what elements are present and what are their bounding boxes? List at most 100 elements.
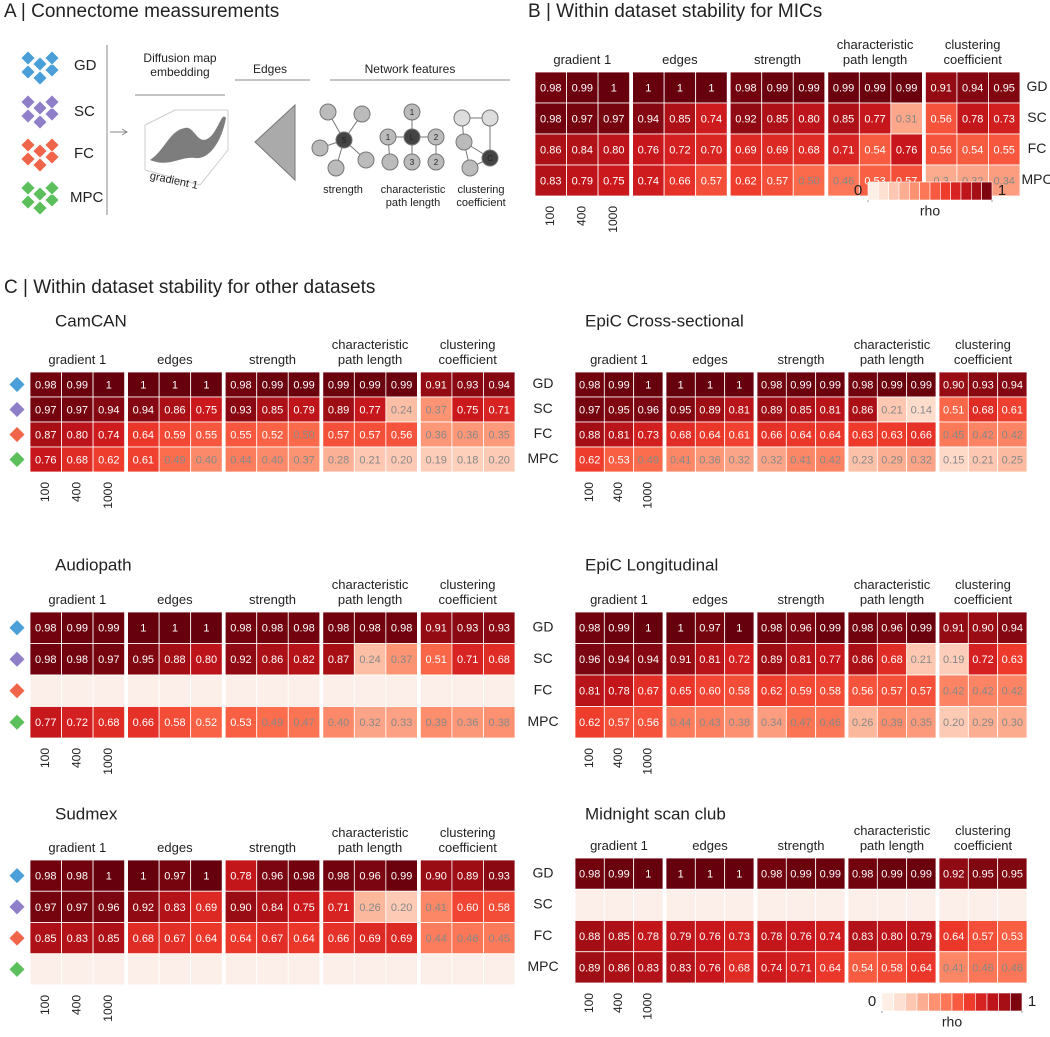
- cell-label: 0.93: [457, 623, 478, 635]
- missing-cell: [756, 888, 787, 921]
- missing-cell: [419, 953, 453, 986]
- cell-label: 0.32: [359, 717, 380, 729]
- cell-label: 0.67: [638, 686, 659, 698]
- cell-label: 0.76: [896, 144, 917, 156]
- row-label: GD: [1027, 78, 1048, 94]
- cell-label: 0.99: [328, 379, 349, 391]
- cell-label: 0.86: [852, 654, 873, 666]
- cell-label: 0.86: [262, 654, 283, 666]
- missing-cell: [483, 953, 516, 986]
- chart-title: EpiC Longitudinal: [585, 555, 718, 574]
- cell-label: 0.78: [761, 931, 782, 943]
- cell-label: 1: [645, 82, 651, 94]
- missing-cell: [353, 674, 387, 707]
- column-tick-label: 1000: [101, 748, 115, 775]
- cell-label: 0.35: [489, 429, 510, 441]
- missing-cell: [876, 888, 908, 921]
- modality-label: FC: [74, 145, 94, 162]
- cell-label: 0.65: [670, 686, 691, 698]
- heatmap-cell: [224, 611, 258, 644]
- cell-label: 0.74: [638, 175, 659, 187]
- heatmap-cell: [756, 611, 787, 644]
- heatmap-cell: [858, 133, 892, 166]
- missing-cell: [633, 888, 664, 921]
- colorbar-step: [878, 181, 889, 201]
- heatmap-cell: [695, 133, 728, 166]
- heatmap-cell: [353, 421, 387, 448]
- heatmap-cell: [61, 643, 94, 676]
- heatmap-cell: [29, 706, 62, 739]
- cell-label: 0.56: [391, 429, 412, 441]
- missing-cell: [451, 953, 484, 986]
- cell-label: 0.99: [391, 871, 412, 883]
- cell-label: 1: [678, 623, 684, 635]
- cell-label: 0.60: [699, 686, 720, 698]
- row-icon: [8, 426, 26, 443]
- cell-label: 0.88: [579, 429, 600, 441]
- cell-label: 1: [611, 82, 617, 94]
- heatmap-cell: [287, 371, 321, 398]
- cell-label: 0.98: [391, 623, 412, 635]
- heatmap-cell: [925, 133, 958, 166]
- colorbar-step: [975, 992, 988, 1012]
- colorbar-step: [929, 181, 941, 201]
- cell-label: 0.38: [729, 717, 750, 729]
- cell-label: 1: [203, 623, 209, 635]
- missing-cell: [287, 953, 321, 986]
- cell-label: 0.89: [579, 962, 600, 974]
- cell-label: 0.42: [1002, 429, 1023, 441]
- heatmap-cell: [419, 421, 453, 448]
- modality-icons: [20, 50, 60, 216]
- heatmap-cell: [967, 643, 999, 676]
- heatmap-cell: [451, 611, 484, 644]
- missing-cell: [906, 888, 937, 921]
- node-label: 3: [410, 158, 415, 167]
- heatmap-cell: [938, 396, 969, 423]
- cell-label: 0.98: [230, 623, 251, 635]
- cell-label: 0.18: [457, 454, 478, 466]
- cell-label: 0.99: [572, 82, 593, 94]
- cell-label: 0.57: [701, 175, 722, 187]
- heatmap-cell: [322, 706, 355, 739]
- cell-label: 0.69: [735, 144, 756, 156]
- cell-label: 0.79: [572, 175, 593, 187]
- cell-label: 0.78: [638, 931, 659, 943]
- heatmap-cell: [906, 446, 937, 473]
- cell-label: 0.85: [790, 404, 811, 416]
- row-icon: [8, 619, 26, 637]
- heatmap-cell: [847, 371, 878, 398]
- cell-label: 0.41: [943, 962, 964, 974]
- heatmap-cell: [847, 421, 878, 448]
- cell-label: 0.36: [457, 429, 478, 441]
- cell-label: 0.15: [943, 454, 964, 466]
- network-graphs: [311, 103, 499, 177]
- heatmap-cell: [695, 71, 728, 104]
- cell-label: 0.97: [572, 113, 593, 125]
- cell-label: 0.85: [767, 113, 788, 125]
- cell-label: 0.40: [196, 454, 217, 466]
- row-icon: [8, 929, 26, 947]
- cell-label: 0.97: [579, 404, 600, 416]
- cell-label: 0.69: [391, 933, 412, 945]
- heatmap-cell: [890, 133, 923, 166]
- heatmap-cell: [190, 371, 223, 398]
- cell-label: 0.26: [852, 717, 873, 729]
- column-group-header: strength: [248, 352, 296, 368]
- heatmap-cell: [967, 674, 999, 707]
- cell-label: 0.92: [943, 869, 964, 881]
- row-icon: [8, 960, 26, 978]
- missing-cell: [451, 674, 484, 707]
- heatmap-cell: [847, 643, 878, 676]
- cell-label: 0.81: [729, 404, 750, 416]
- heatmap-cell: [574, 371, 605, 398]
- cell-label: 0.56: [930, 144, 951, 156]
- missing-cell: [967, 888, 999, 921]
- heatmap-cell: [756, 706, 787, 739]
- heatmap-cell: [92, 890, 125, 923]
- heatmap-cell: [224, 706, 258, 739]
- cell-label: 0.99: [881, 379, 902, 391]
- heatmap-cell: [633, 396, 664, 423]
- cell-label: 0.44: [670, 717, 691, 729]
- heatmap-cell: [633, 371, 664, 398]
